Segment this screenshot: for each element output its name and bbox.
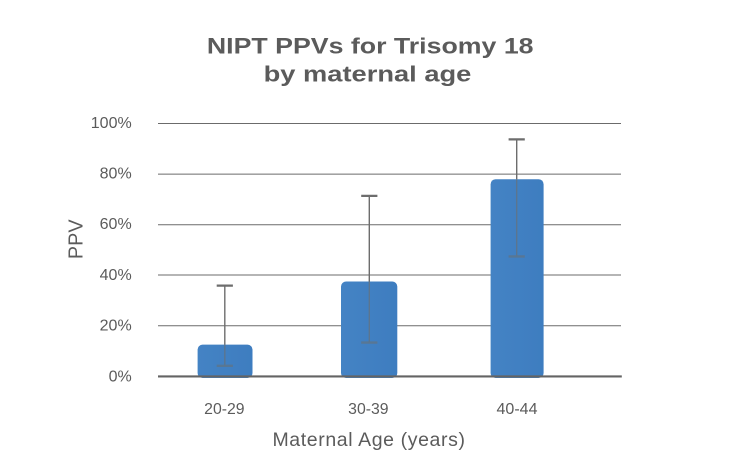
svg-text:40-44: 40-44 [497,401,538,418]
svg-text:Maternal Age (years): Maternal Age (years) [272,429,465,451]
svg-text:30-39: 30-39 [348,401,388,418]
svg-text:NIPT PPVs for Trisomy 18: NIPT PPVs for Trisomy 18 [207,33,534,58]
svg-text:by maternal age: by maternal age [264,62,472,87]
svg-text:80%: 80% [100,166,132,183]
svg-text:20%: 20% [100,317,132,334]
svg-text:PPV: PPV [66,219,88,259]
svg-text:60%: 60% [100,216,132,233]
svg-text:20-29: 20-29 [204,401,244,418]
svg-text:100%: 100% [91,115,132,132]
svg-text:40%: 40% [100,267,132,284]
svg-text:0%: 0% [109,369,132,386]
